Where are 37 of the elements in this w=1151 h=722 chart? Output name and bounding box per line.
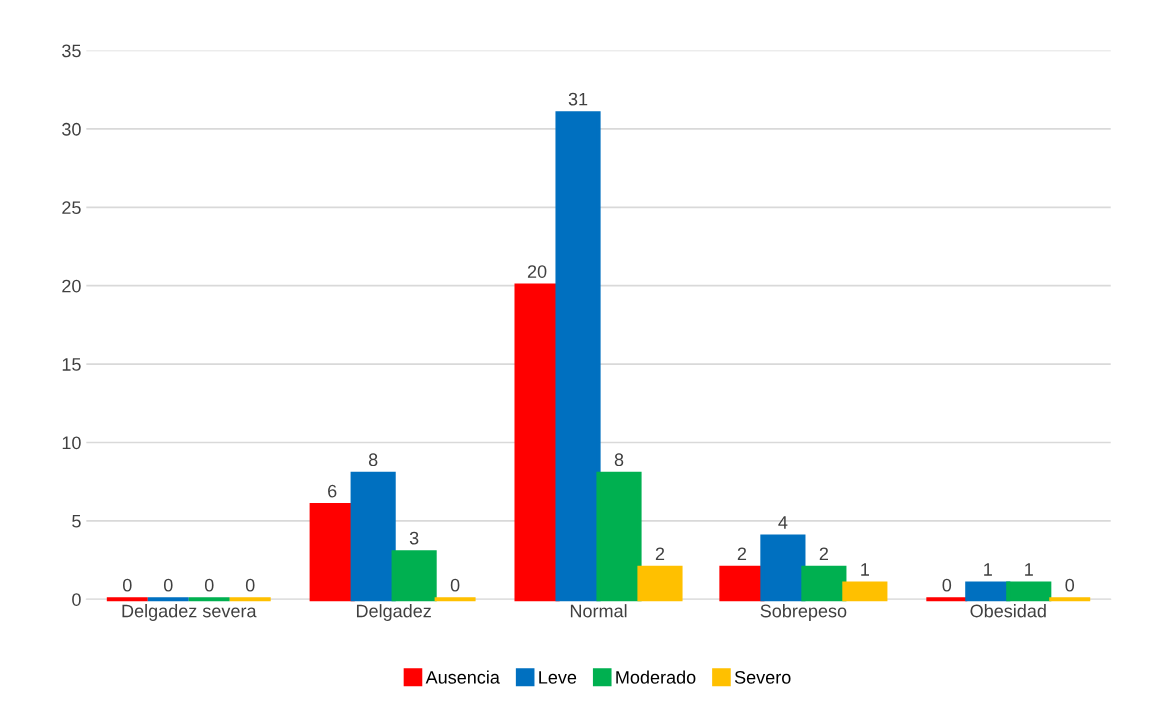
- data-label: 0: [204, 578, 214, 592]
- data-label: 0: [163, 578, 173, 592]
- data-label: 31: [568, 92, 588, 106]
- data-label: 2: [655, 547, 665, 560]
- y-tick-label: 35: [62, 44, 81, 58]
- data-label: 1: [861, 563, 869, 576]
- data-label: 0: [942, 578, 952, 592]
- data-label: 20: [527, 265, 547, 278]
- legend-label: Ausencia: [425, 670, 500, 684]
- y-tick-label: 25: [62, 201, 81, 215]
- y-tick-label: 10: [62, 436, 81, 450]
- x-tick-label: Sobrepeso: [760, 604, 847, 621]
- y-tick-label: 30: [62, 122, 81, 136]
- y-tick-label: 15: [62, 358, 81, 371]
- data-label: 4: [778, 516, 788, 529]
- y-tick-label: 5: [72, 514, 81, 528]
- data-label: 0: [245, 578, 255, 592]
- legend-label: Severo: [734, 670, 791, 684]
- data-label: 2: [737, 547, 747, 560]
- y-tick-label: 0: [72, 593, 81, 606]
- data-label: 1: [984, 563, 992, 576]
- data-label: 0: [1065, 578, 1075, 592]
- data-label: 0: [450, 578, 460, 592]
- x-tick-label: Delgadez severa: [122, 604, 257, 621]
- legend-label: Moderado: [616, 670, 696, 684]
- y-tick-label: 20: [62, 279, 81, 293]
- data-label: 6: [328, 484, 337, 498]
- data-label: 3: [409, 531, 419, 545]
- data-label: 8: [368, 453, 378, 467]
- x-tick-label: Obesidad: [970, 604, 1046, 618]
- data-label: 0: [122, 578, 132, 592]
- x-tick-label: Normal: [570, 604, 627, 618]
- data-label: 1: [1025, 563, 1033, 576]
- data-label: 2: [819, 547, 828, 560]
- data-label: 8: [614, 453, 624, 467]
- x-tick-label: Delgadez: [356, 604, 431, 621]
- legend-label: Leve: [539, 671, 577, 684]
